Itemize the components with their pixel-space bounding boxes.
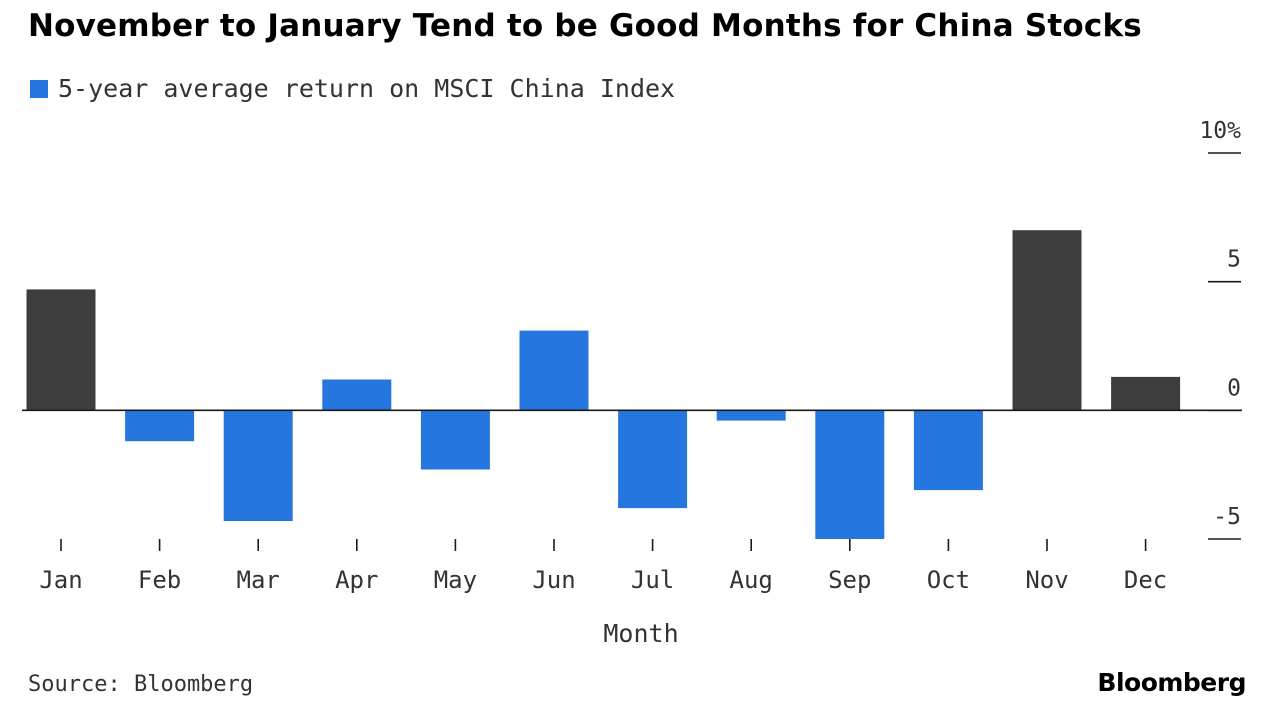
y-tick-label-0: 10% <box>1199 118 1241 144</box>
y-tick-label-2: 0 <box>1227 375 1241 401</box>
bar-dec <box>1111 376 1181 411</box>
legend-label: 5-year average return on MSCI China Inde… <box>58 74 676 103</box>
legend-swatch <box>30 79 48 98</box>
bar-may <box>420 410 490 470</box>
bar-oct <box>913 410 983 491</box>
bar-aug <box>716 410 786 421</box>
bar-jan <box>26 289 96 411</box>
legend: 5-year average return on MSCI China Inde… <box>30 74 675 103</box>
x-tick-label-jan: Jan <box>39 566 82 594</box>
x-tick-label-may: May <box>434 566 477 594</box>
x-tick-label-nov: Nov <box>1025 566 1068 594</box>
x-tick-label-jul: Jul <box>631 566 674 594</box>
bar-mar <box>223 410 293 521</box>
x-tick-label-apr: Apr <box>335 566 378 594</box>
y-tick-label-1: 5 <box>1227 247 1241 273</box>
bar-feb <box>125 410 195 442</box>
bar-nov <box>1012 230 1082 411</box>
x-tick-label-dec: Dec <box>1124 566 1167 594</box>
chart-title: November to January Tend to be Good Mont… <box>28 8 1142 44</box>
x-tick-label-mar: Mar <box>237 566 280 594</box>
bar-jul <box>618 410 688 509</box>
y-tick-label-3: -5 <box>1213 504 1241 530</box>
x-axis-title: Month <box>603 619 678 648</box>
bloomberg-logo: Bloomberg <box>1097 668 1246 697</box>
x-tick-label-feb: Feb <box>138 566 181 594</box>
x-tick-label-sep: Sep <box>828 566 871 594</box>
x-tick-label-oct: Oct <box>927 566 970 594</box>
source-note: Source: Bloomberg <box>28 672 254 697</box>
bar-apr <box>322 379 392 411</box>
x-tick-label-jun: Jun <box>532 566 575 594</box>
bar-jun <box>519 330 589 411</box>
bar-sep <box>815 410 885 539</box>
x-tick-label-aug: Aug <box>730 566 773 594</box>
